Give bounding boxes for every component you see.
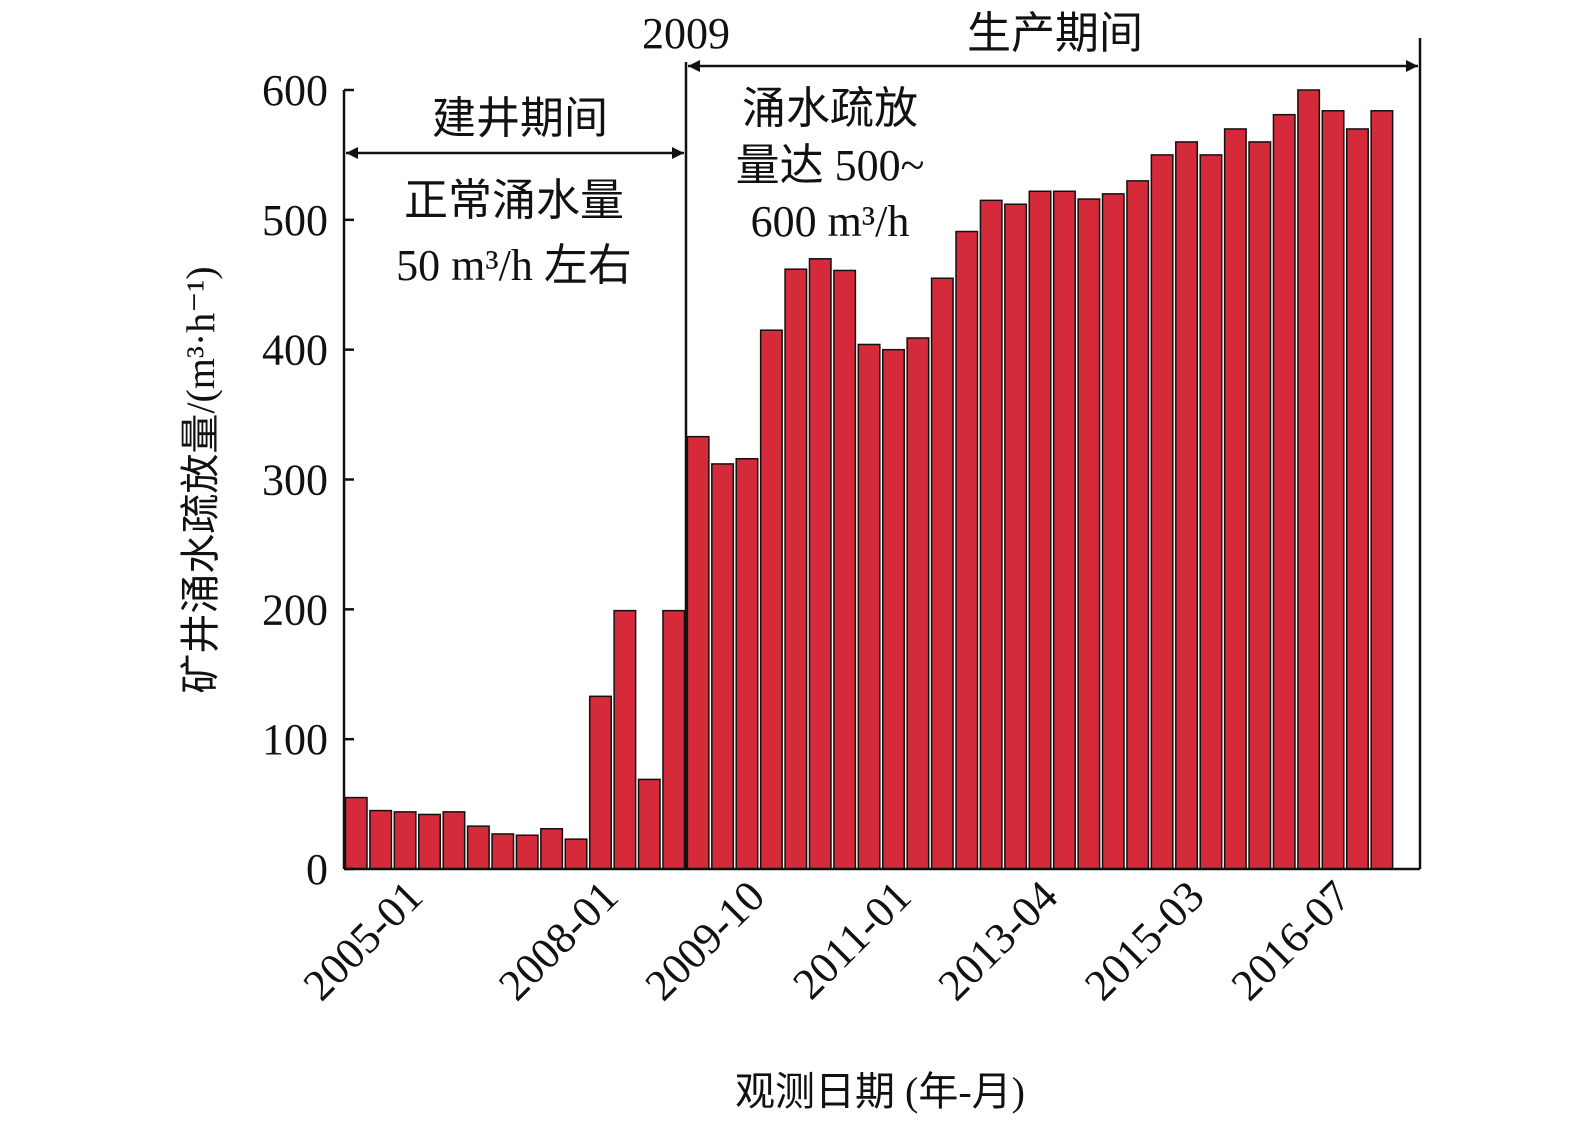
bar [1199, 154, 1223, 870]
bar [979, 199, 1003, 870]
x-tick-label: 2013-04 [929, 871, 1067, 1009]
bar [1370, 110, 1394, 870]
x-axis-ticks: 2005-01 2008-01 2009-10 2011-01 2013-04 2015-… [294, 871, 1360, 1009]
bar [881, 348, 905, 870]
bar [418, 813, 442, 870]
bar [588, 695, 612, 870]
construction-note-line2: 50 m³/h 左右 [396, 241, 632, 290]
production-note-line1: 涌水疏放 [742, 84, 918, 133]
production-period-title: 生产期间 [967, 9, 1143, 58]
bar [344, 796, 368, 870]
bar [613, 609, 637, 870]
x-tick-label: 2015-03 [1075, 871, 1213, 1009]
x-tick-label: 2008-01 [489, 871, 627, 1009]
bar [1248, 141, 1272, 870]
bar [759, 329, 783, 870]
period-divider-label: 2009 [642, 9, 730, 58]
x-axis-title: 观测日期 (年-月) [735, 1069, 1025, 1114]
bar [1004, 203, 1028, 870]
bar [491, 833, 515, 870]
y-tick-label: 400 [262, 326, 328, 375]
bar [1126, 180, 1150, 870]
bar [955, 230, 979, 870]
y-tick-label: 100 [262, 715, 328, 764]
bar [686, 435, 710, 870]
bar [1345, 128, 1369, 870]
bar [735, 457, 759, 870]
production-note-line2: 量达 500~ [736, 141, 925, 190]
y-axis-ticks: 0 100 200 300 400 500 600 [262, 66, 354, 894]
bar [369, 809, 393, 870]
bars-group [344, 89, 1394, 870]
bar [662, 609, 686, 870]
construction-period-title: 建井期间 [432, 94, 608, 143]
bar [808, 258, 832, 870]
bar [393, 811, 417, 870]
x-tick-label: 2016-07 [1222, 871, 1360, 1009]
bar [1272, 113, 1296, 870]
y-axis-title: 矿井涌水疏放量/(m³·h⁻¹) [178, 266, 223, 693]
bar [1175, 141, 1199, 870]
x-tick-label: 2011-01 [783, 871, 920, 1008]
bar [1052, 190, 1076, 870]
construction-note-line1: 正常涌水量 [404, 176, 624, 225]
bar [930, 277, 954, 870]
y-tick-label: 0 [306, 845, 328, 894]
bar [1297, 89, 1321, 870]
bar [564, 838, 588, 870]
y-tick-label: 300 [262, 456, 328, 505]
bar [1101, 193, 1125, 870]
bar [857, 343, 881, 870]
bar [1321, 110, 1345, 870]
bar [442, 811, 466, 870]
bar [466, 825, 490, 870]
bar [1150, 154, 1174, 870]
y-tick-label: 500 [262, 196, 328, 245]
bar [1223, 128, 1247, 870]
bar [784, 268, 808, 870]
bar [1077, 198, 1101, 870]
bar [637, 778, 661, 870]
bar [540, 828, 564, 870]
bar [711, 463, 735, 870]
bar [1028, 190, 1052, 870]
y-tick-label: 200 [262, 585, 328, 634]
bar [833, 269, 857, 870]
bar [906, 337, 930, 870]
y-tick-label: 600 [262, 66, 328, 115]
x-tick-label: 2009-10 [636, 871, 774, 1009]
production-note-line3: 600 m³/h [751, 197, 910, 246]
bar [515, 834, 539, 870]
